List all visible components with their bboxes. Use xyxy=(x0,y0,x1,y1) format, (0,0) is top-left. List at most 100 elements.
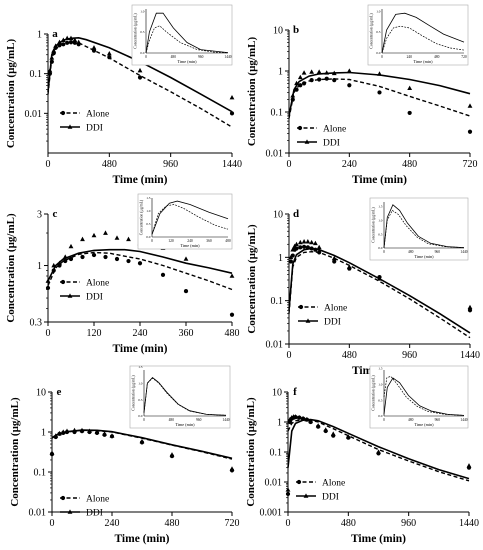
ddi-point xyxy=(60,429,66,434)
y-axis-title: Concentration (µg/mL) xyxy=(5,213,17,323)
inset: 0 120 240 360 480 0.0 0.5 1.0 1.5 Time (min) Conce… xyxy=(137,193,233,250)
inset-x-tick-label: 960 xyxy=(435,250,441,254)
alone-point xyxy=(91,48,97,53)
x-tick-label: 960 xyxy=(401,518,416,529)
y-tick-label: 1 xyxy=(37,261,42,272)
legend-ddi-marker xyxy=(67,509,73,514)
ddi-point xyxy=(324,70,330,75)
x-tick-label: 480 xyxy=(225,328,240,339)
inset: 0 240 480 720 0.0 0.5 1.0 Time (min) Concentrati… xyxy=(367,4,469,66)
inset-x-tick-label: 480 xyxy=(434,55,440,59)
y-tick-label: 0.1 xyxy=(271,108,284,119)
ddi-point xyxy=(285,487,291,492)
ddi-point xyxy=(45,278,51,283)
inset-x-tick-label: 0 xyxy=(151,239,153,243)
ddi-point xyxy=(57,260,62,266)
panel-f: 0.001 0.01 0.1 1 10 0 480 960 1440 Time (min) Conc… xyxy=(245,365,479,545)
legend-ddi-marker xyxy=(67,293,73,298)
y-tick-label: 1 xyxy=(278,67,283,78)
ddi-point xyxy=(51,262,57,268)
y-axis-title: Concentration (µg/mL) xyxy=(246,37,258,147)
ddi-point xyxy=(68,35,74,41)
y-tick-label: 0.01 xyxy=(29,508,47,519)
alone-point xyxy=(107,55,112,60)
alone-point xyxy=(229,312,235,317)
alone-point xyxy=(332,77,337,83)
panel-d: 0.01 0.1 1 10 0 480 960 1440 Time (min) Concentra… xyxy=(246,197,480,377)
inset-x-tick-label: 960 xyxy=(435,418,441,422)
legend: Alone DDI xyxy=(60,279,109,303)
y-tick-label: 0.3 xyxy=(30,318,43,329)
ddi-point xyxy=(323,427,329,432)
inset-y-tick-label: 1.0 xyxy=(378,382,383,386)
inset-frame xyxy=(369,365,469,429)
ddi-point xyxy=(229,273,235,278)
legend-ddi-marker xyxy=(303,493,309,498)
inset-y-tick-label: 0.0 xyxy=(378,414,383,418)
legend-alone-label: Alone xyxy=(323,125,346,135)
panel-c: 0.3 1 3 0 120 240 360 480 Time (min) Concentratio… xyxy=(5,193,240,355)
legend-alone-label: Alone xyxy=(322,479,345,489)
x-tick-label: 0 xyxy=(286,518,291,529)
alone-point xyxy=(126,258,131,264)
legend-alone-marker xyxy=(60,495,66,501)
inset-x-title: Time (min) xyxy=(414,254,434,259)
ddi-point xyxy=(57,430,62,436)
alone-point xyxy=(377,90,382,95)
alone-point xyxy=(63,258,68,264)
ddi-point xyxy=(137,67,143,73)
inset-alone-line xyxy=(145,25,229,54)
inset-alone-line xyxy=(381,25,465,54)
inset-y-tick-label: 0.0 xyxy=(140,51,145,55)
inset: 0 480 960 1440 0.0 0.5 1.0 1.5 Time (min) Concent… xyxy=(129,365,231,429)
panel-label: f xyxy=(293,386,297,398)
x-tick-label: 0 xyxy=(50,518,55,529)
alone-point xyxy=(298,245,303,250)
alone-point xyxy=(183,288,189,294)
ddi-point xyxy=(68,243,74,249)
inset-y-tick-label: 1.0 xyxy=(140,9,145,13)
ddi-point xyxy=(294,241,299,247)
inset-x-tick-label: 960 xyxy=(198,55,204,59)
x-axis-title: Time (min) xyxy=(351,533,406,545)
x-axis-title: Time (min) xyxy=(114,533,169,545)
x-tick-label: 480 xyxy=(402,159,417,170)
x-axis-title: Time (min) xyxy=(112,174,167,186)
inset-alone-line xyxy=(151,204,229,235)
x-tick-label: 120 xyxy=(87,328,102,339)
alone-point xyxy=(57,43,62,48)
ddi-point xyxy=(49,450,55,455)
legend-alone-label: Alone xyxy=(86,110,109,120)
x-tick-label: 0 xyxy=(46,328,51,339)
x-tick-label: 480 xyxy=(165,518,180,529)
legend-alone-label: Alone xyxy=(86,279,109,289)
alone-point xyxy=(137,75,143,80)
ddi-point xyxy=(309,69,315,74)
ddi-line xyxy=(287,418,470,480)
legend-alone-label: Alone xyxy=(324,304,347,314)
x-tick-label: 240 xyxy=(342,159,357,170)
inset-x-title: Time (min) xyxy=(413,59,433,64)
inset-y-tick-label: 1.5 xyxy=(378,367,383,371)
alone-point xyxy=(103,254,108,260)
inset-alone-line xyxy=(383,375,465,416)
ddi-point xyxy=(294,80,299,86)
inset-ddi-line xyxy=(381,12,465,54)
panel-a: 0.01 0.1 1 0 480 960 1440 Time (min) Concentrati… xyxy=(5,4,242,186)
x-axis-title: Time (min) xyxy=(112,343,167,355)
alone-point xyxy=(309,246,314,251)
ddi-point xyxy=(229,94,235,100)
y-axis-title: Concentration (µg/mL) xyxy=(246,224,258,334)
y-tick-label: 1 xyxy=(278,253,283,264)
panel-label: d xyxy=(293,208,299,220)
inset-x-tick-label: 1440 xyxy=(460,418,467,422)
x-tick-label: 1440 xyxy=(459,518,479,529)
y-tick-label: 1 xyxy=(277,418,282,429)
y-tick-label: 3 xyxy=(37,210,42,221)
inset-y-title: Concentration (µg/mL) xyxy=(140,199,144,235)
ddi-point xyxy=(53,43,59,48)
ddi-point xyxy=(376,449,381,454)
legend-ddi-label: DDI xyxy=(86,509,103,519)
legend: Alone DDI xyxy=(298,304,347,328)
inset-y-tick-label: 0.5 xyxy=(146,222,151,226)
